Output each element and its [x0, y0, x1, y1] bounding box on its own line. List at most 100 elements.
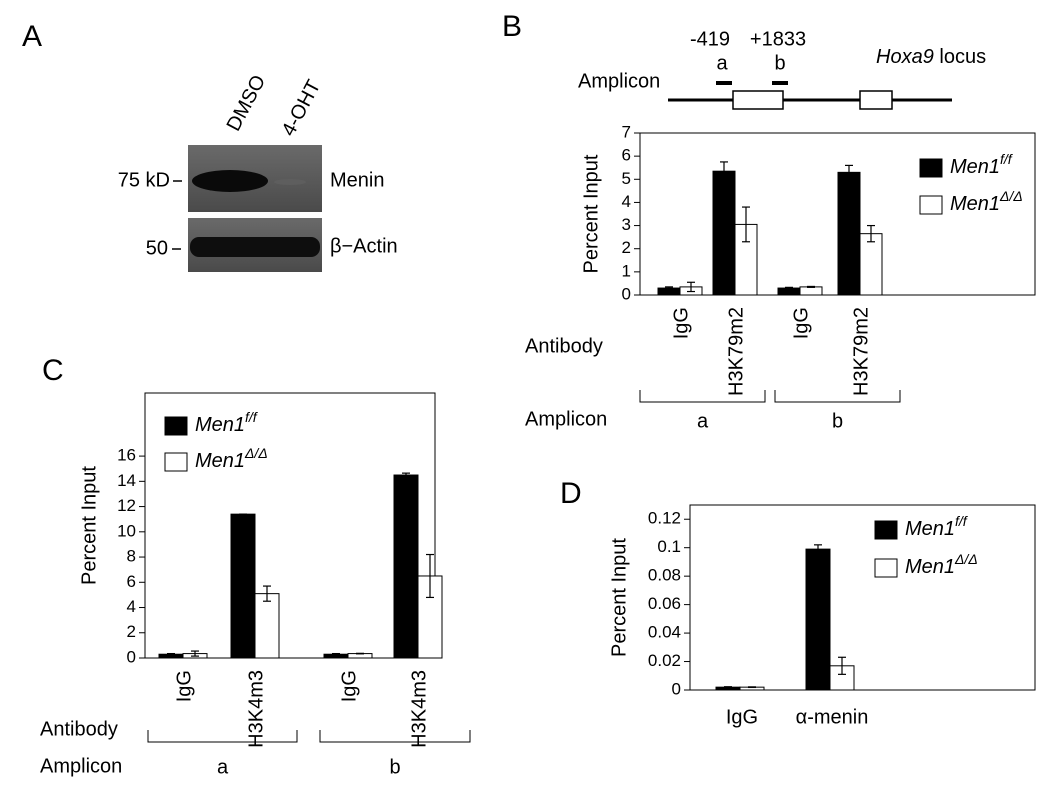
legend-swatch — [874, 520, 898, 540]
amplicon-label: a — [716, 52, 728, 74]
legend-name: Men1 — [905, 556, 955, 578]
legend-swatch — [919, 195, 943, 215]
y-tick-label: 0.08 — [648, 566, 681, 585]
y-axis-label: Percent Input — [78, 466, 100, 585]
y-tick-label: 5 — [622, 169, 631, 188]
group-label: a — [217, 756, 229, 778]
y-tick-label: 4 — [127, 597, 136, 616]
y-axis-label: Percent Input — [608, 538, 630, 657]
lane-label: DMSO — [223, 72, 271, 135]
y-tick-label: 0 — [672, 679, 681, 698]
bar — [254, 593, 280, 659]
y-tick-label: 4 — [622, 192, 631, 211]
error-bar — [687, 281, 695, 293]
gene-name: Hoxa9 — [876, 46, 934, 68]
error-bar — [665, 286, 673, 290]
x-tick-label: IgG — [173, 670, 195, 702]
legend-swatch — [874, 558, 898, 578]
locus-row-label: Amplicon — [578, 70, 660, 92]
x-tick-label: α-menin — [796, 706, 869, 728]
legend-superscript: f/f — [245, 409, 259, 425]
legend-swatch — [164, 416, 188, 436]
y-tick-label: 14 — [117, 471, 136, 490]
error-bar — [720, 161, 728, 182]
error-bar — [814, 544, 822, 554]
legend-superscript: f/f — [1000, 151, 1014, 167]
y-tick-label: 10 — [117, 521, 136, 540]
protein-label: Menin — [330, 169, 384, 191]
marker-label: 75 kD — [118, 169, 170, 191]
legend-label: Men1f/f — [950, 151, 1014, 179]
error-bar — [838, 656, 846, 675]
y-tick-label: 1 — [622, 261, 631, 280]
error-bar — [845, 164, 853, 180]
y-tick-label: 16 — [117, 446, 136, 465]
group-bracket — [639, 390, 766, 403]
legend-label: Men1Δ/Δ — [195, 445, 268, 473]
protein-label: β−Actin — [330, 235, 398, 257]
exon — [732, 90, 784, 110]
y-tick-label: 7 — [622, 122, 631, 141]
x-tick-label: IgG — [670, 307, 692, 339]
panel-label: B — [502, 10, 522, 43]
bar — [799, 286, 823, 296]
error-bar — [356, 652, 364, 655]
y-tick-label: 2 — [127, 622, 136, 641]
legend-superscript: Δ/Δ — [999, 188, 1023, 204]
legend-superscript: Δ/Δ — [244, 445, 268, 461]
x-tick-label: H3K4m3 — [408, 670, 430, 748]
group-label: a — [697, 410, 709, 432]
group-label: b — [389, 756, 400, 778]
y-tick-label: 0.02 — [648, 651, 681, 670]
bar — [859, 233, 883, 296]
y-tick-label: 8 — [127, 547, 136, 566]
legend-superscript: Δ/Δ — [954, 551, 978, 567]
gene-label: Hoxa9 locus — [876, 46, 986, 68]
y-tick-label: 0.1 — [657, 537, 681, 556]
gene-suffix: locus — [939, 46, 986, 68]
row-label: Antibody — [525, 335, 603, 357]
error-bar — [332, 652, 340, 656]
x-tick-label: IgG — [790, 307, 812, 339]
error-bar — [191, 650, 199, 657]
legend-name: Men1 — [950, 156, 1000, 178]
row-label: Amplicon — [40, 755, 122, 777]
y-tick-label: 6 — [622, 146, 631, 165]
error-bar — [724, 686, 732, 689]
legend-superscript: f/f — [955, 513, 969, 529]
y-tick-label: 0.12 — [648, 509, 681, 528]
group-bracket — [774, 390, 901, 403]
y-tick-label: 2 — [622, 238, 631, 257]
lane-label: 4-OHT — [278, 77, 326, 140]
row-label: Amplicon — [525, 408, 607, 430]
legend-label: Men1Δ/Δ — [950, 188, 1023, 216]
group-bracket — [147, 730, 298, 743]
bar — [393, 474, 419, 659]
legend-name: Men1 — [195, 450, 245, 472]
position-label: +1833 — [750, 28, 806, 50]
y-tick-label: 3 — [622, 215, 631, 234]
legend-label: Men1Δ/Δ — [905, 551, 978, 579]
x-tick-label: IgG — [726, 706, 758, 728]
bar — [837, 171, 861, 296]
bar — [230, 513, 256, 659]
blot-band — [274, 179, 306, 185]
y-axis-label: Percent Input — [580, 154, 602, 273]
legend-swatch — [164, 452, 188, 472]
error-bar — [426, 553, 434, 599]
legend-name: Men1 — [950, 193, 1000, 215]
x-tick-label: H3K79m2 — [725, 307, 747, 396]
legend-name: Men1 — [195, 414, 245, 436]
blot-band — [192, 170, 268, 192]
legend-label: Men1f/f — [195, 409, 259, 437]
y-tick-label: 12 — [117, 496, 136, 515]
x-tick-label: H3K79m2 — [850, 307, 872, 396]
y-tick-label: 0.04 — [648, 623, 681, 642]
amplicon-label: b — [774, 52, 785, 74]
error-bar — [167, 652, 175, 656]
x-tick-label: IgG — [338, 670, 360, 702]
marker-label: 50 — [146, 237, 168, 259]
error-bar — [785, 286, 793, 290]
exon — [859, 90, 893, 110]
